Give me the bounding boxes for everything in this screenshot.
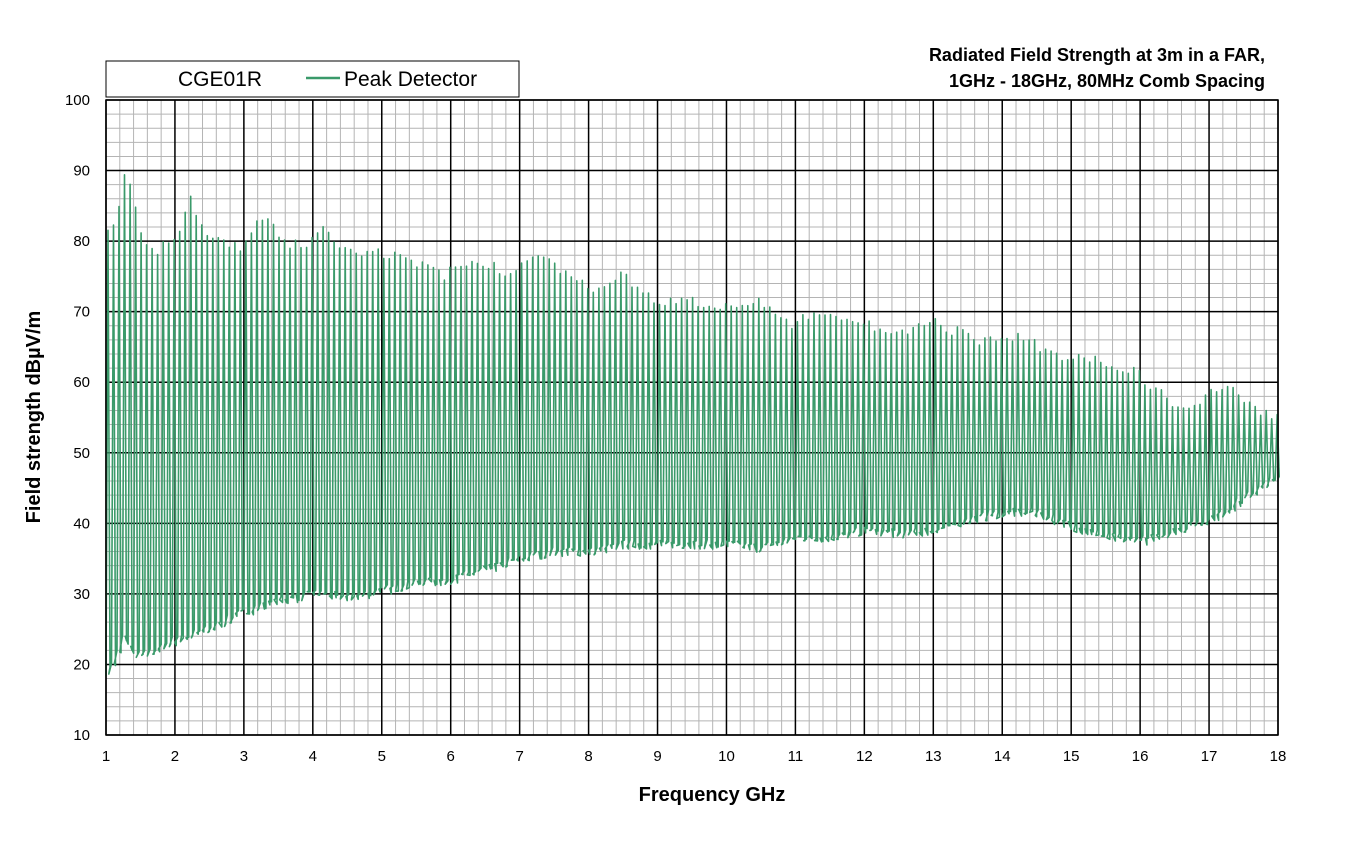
y-tick-label: 10 — [73, 727, 90, 744]
y-axis-title: Field strength dBµV/m — [23, 311, 45, 524]
y-axis-ticks: 10 20 30 40 50 60 70 80 90 100 — [65, 92, 90, 744]
x-tick-label: 9 — [653, 748, 661, 765]
x-tick-label: 4 — [309, 748, 317, 765]
x-axis-title: Frequency GHz — [639, 784, 786, 806]
x-tick-label: 11 — [788, 748, 804, 765]
y-tick-label: 20 — [73, 656, 90, 673]
series-line-peak-detector — [105, 174, 1280, 677]
y-tick-label: 40 — [73, 515, 90, 532]
x-tick-label: 6 — [447, 748, 455, 765]
y-tick-label: 30 — [73, 586, 90, 603]
y-tick-label: 50 — [73, 445, 90, 462]
y-tick-label: 100 — [65, 92, 90, 109]
x-tick-label: 15 — [1063, 748, 1080, 765]
legend: CGE01R Peak Detector — [105, 60, 520, 98]
y-tick-label: 70 — [73, 304, 90, 321]
x-tick-label: 12 — [856, 748, 873, 765]
x-tick-label: 13 — [925, 748, 942, 765]
x-tick-label: 10 — [718, 748, 735, 765]
chart-title-line-2: 1GHz - 18GHz, 80MHz Comb Spacing — [949, 71, 1265, 91]
x-tick-label: 18 — [1270, 748, 1287, 765]
y-tick-label: 80 — [73, 233, 90, 250]
x-tick-label: 7 — [515, 748, 523, 765]
x-tick-label: 16 — [1132, 748, 1149, 765]
legend-entry-device: CGE01R — [178, 68, 262, 91]
x-tick-label: 1 — [102, 748, 110, 765]
y-tick-label: 60 — [73, 374, 90, 391]
series-peak-detector — [105, 174, 1280, 677]
x-tick-label: 2 — [171, 748, 179, 765]
x-tick-label: 5 — [378, 748, 386, 765]
chart-title-line-1: Radiated Field Strength at 3m in a FAR, — [929, 45, 1265, 65]
y-tick-label: 90 — [73, 163, 90, 180]
x-tick-label: 17 — [1201, 748, 1218, 765]
x-tick-label: 8 — [584, 748, 592, 765]
x-axis-ticks: 1 2 3 4 5 6 7 8 9 10 11 12 13 14 15 16 17 18 — [102, 748, 1287, 765]
legend-entry-peak-detector: Peak Detector — [344, 68, 477, 91]
plot-frame — [105, 99, 1279, 736]
x-tick-label: 14 — [994, 748, 1011, 765]
x-tick-label: 3 — [240, 748, 248, 765]
